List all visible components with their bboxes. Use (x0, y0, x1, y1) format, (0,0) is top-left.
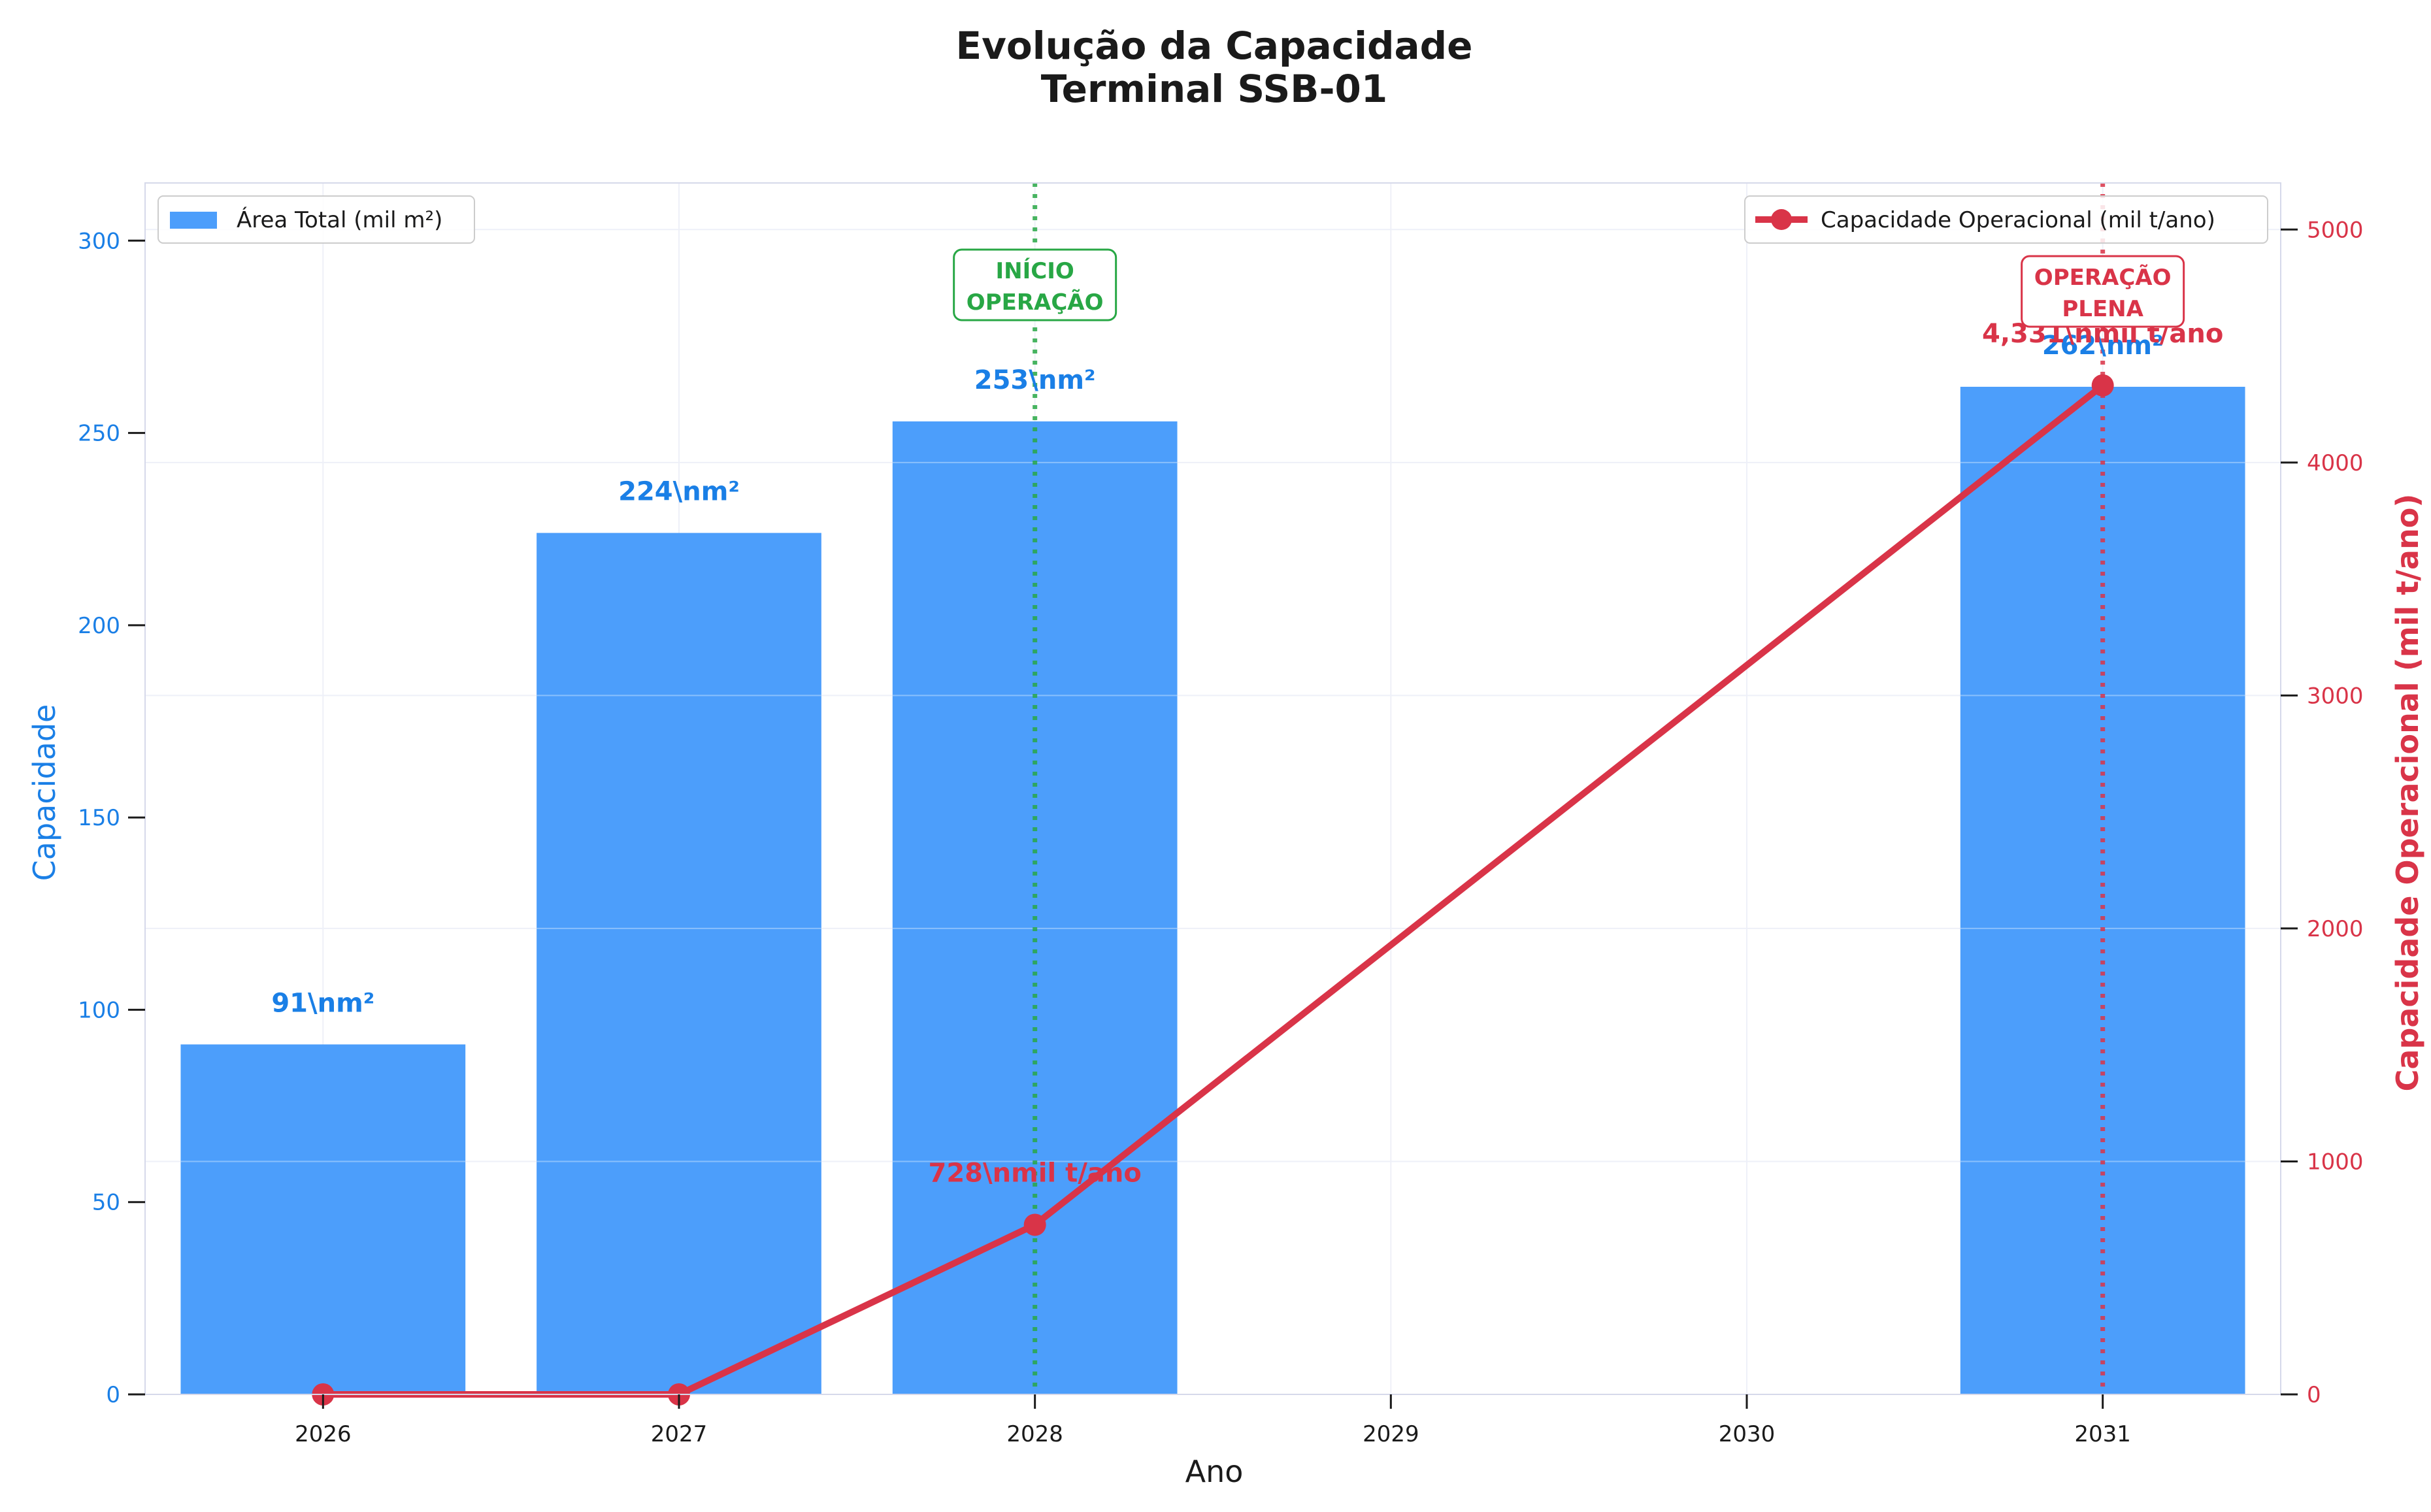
y2-tick-label-0: 0 (2307, 1382, 2321, 1408)
data-labels: 91\nm² 224\nm² 253\nm² 262\nm² 728\nmil t/an… (271, 319, 2223, 1189)
annotation-text-2031-0: OPERAÇÃO (2034, 264, 2172, 291)
annotation-box-2031 (2021, 255, 2185, 328)
capacity-point-2028 (1023, 1213, 1046, 1236)
y2-tick-label-3000: 3000 (2307, 683, 2364, 709)
legend-label-bar: Área Total (mil m²) (237, 206, 442, 233)
legend-box-left (157, 195, 475, 244)
legend-swatch-marker (1771, 209, 1792, 230)
annotations: INÍCIO OPERAÇÃO OPERAÇÃO PLENA (953, 248, 2185, 328)
y-tick-label-50: 50 (92, 1190, 120, 1216)
line-label-2028: 728\nmil t/ano (929, 1158, 1142, 1188)
y2-tick-label-1000: 1000 (2307, 1149, 2364, 1175)
annotation-box-2028 (953, 248, 1117, 321)
plot-frame (144, 182, 2281, 1395)
annotation-text-2028-0: INÍCIO (996, 257, 1074, 284)
y2-tick-label-4000: 4000 (2307, 450, 2364, 476)
y-axis-label: Capacidade (27, 704, 62, 881)
y-tick-label-250: 250 (78, 421, 120, 447)
bar-2026 (180, 1044, 466, 1394)
axes: 0501001502002503000100020003000400050002… (78, 182, 2364, 1447)
bar-label-2026: 91\nm² (271, 988, 374, 1018)
x-tick-label-2027: 2027 (651, 1421, 708, 1447)
annotation-text-2028-1: OPERAÇÃO (967, 289, 1104, 316)
y-tick-label-0: 0 (106, 1382, 120, 1408)
y2-tick-label-2000: 2000 (2307, 916, 2364, 942)
legend-box-right (1744, 195, 2268, 244)
y2-axis-label: Capacidade Operacional (mil t/ano) (2390, 494, 2425, 1092)
annotation-lines (1033, 183, 2106, 1394)
y2-tick-label-5000: 5000 (2307, 217, 2364, 243)
x-tick-label-2031: 2031 (2074, 1421, 2131, 1447)
y-tick-label-200: 200 (78, 613, 120, 639)
bar-2031 (1960, 386, 2245, 1394)
legend-label-line: Capacidade Operacional (mil t/ano) (1821, 207, 2215, 233)
x-tick-label-2028: 2028 (1006, 1421, 1063, 1447)
x-tick-label-2030: 2030 (1719, 1421, 1776, 1447)
y-tick-label-100: 100 (78, 997, 120, 1023)
y-tick-label-150: 150 (78, 805, 120, 831)
annotation-text-2031-1: PLENA (2062, 296, 2143, 322)
chart-title: Evolução da Capacidade (956, 24, 1473, 68)
x-axis-label: Ano (1185, 1454, 1244, 1489)
bar-label-2031: 262\nm² (2042, 331, 2164, 361)
legend-swatch-bar (170, 212, 217, 229)
x-tick-label-2029: 2029 (1363, 1421, 1419, 1447)
capacity-point-2031 (2091, 374, 2114, 397)
legends: Área Total (mil m²) Capacidade Operaciona… (157, 195, 2268, 244)
bar-2027 (537, 533, 821, 1394)
bar-label-2027: 224\nm² (618, 477, 740, 507)
y-tick-label-300: 300 (78, 228, 120, 254)
chart-subtitle: Terminal SSB-01 (1041, 67, 1388, 111)
bar-label-2028: 253\nm² (974, 365, 1096, 395)
x-tick-label-2026: 2026 (295, 1421, 352, 1447)
bars (180, 386, 2245, 1394)
